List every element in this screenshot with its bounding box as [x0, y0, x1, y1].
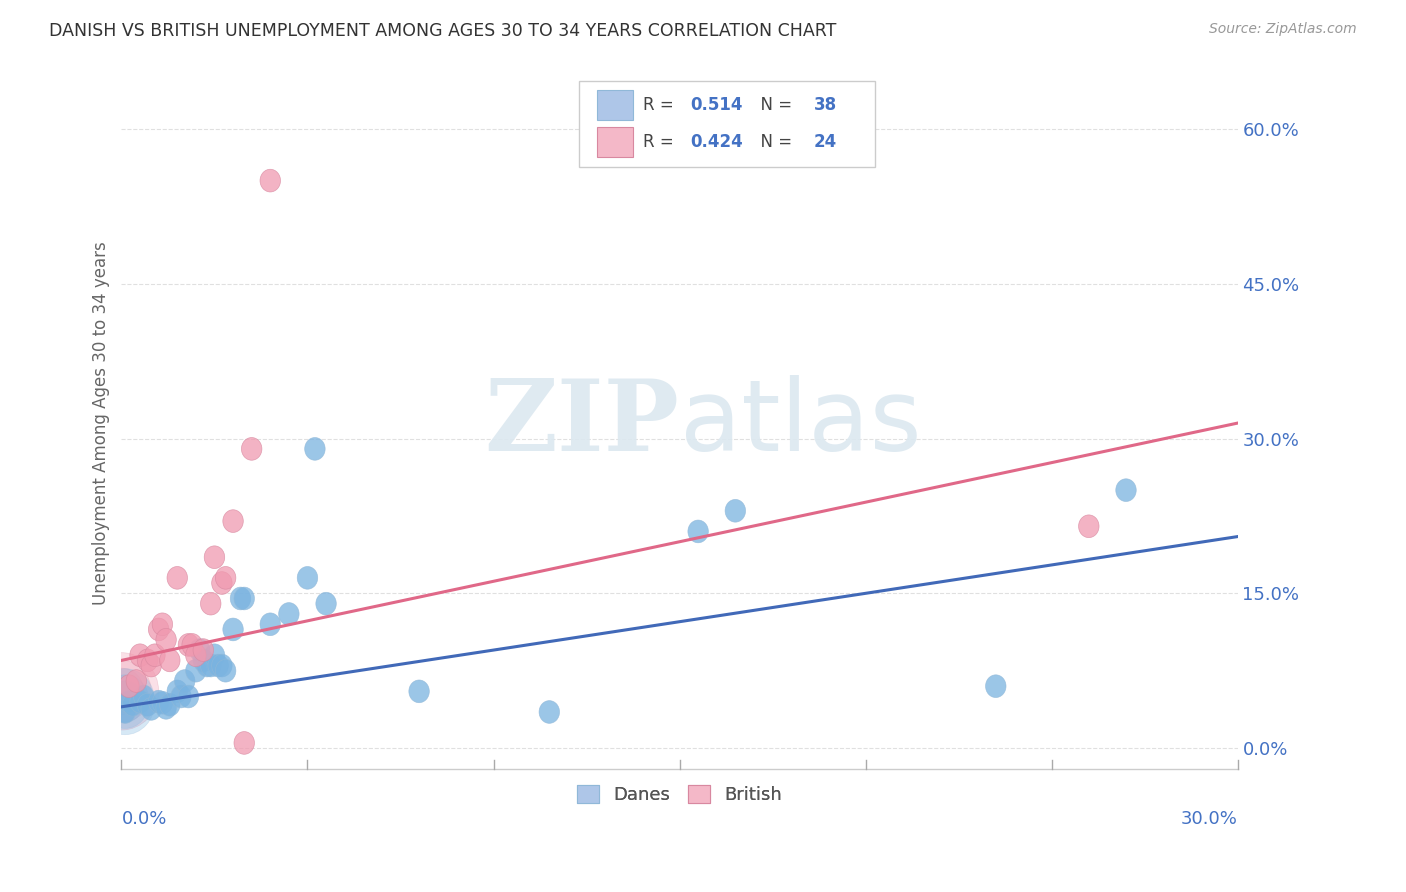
Ellipse shape [242, 438, 262, 460]
Text: 24: 24 [814, 133, 837, 151]
Ellipse shape [201, 654, 221, 677]
Text: ZIP: ZIP [485, 375, 679, 472]
Text: atlas: atlas [679, 375, 921, 472]
Ellipse shape [141, 698, 162, 720]
Ellipse shape [149, 618, 169, 640]
Ellipse shape [193, 639, 214, 662]
Ellipse shape [84, 653, 159, 730]
Ellipse shape [538, 700, 560, 723]
Text: R =: R = [643, 133, 679, 151]
Ellipse shape [190, 639, 209, 662]
Text: 38: 38 [814, 96, 837, 114]
Ellipse shape [260, 613, 281, 636]
FancyBboxPatch shape [579, 81, 875, 168]
Ellipse shape [215, 659, 236, 682]
Ellipse shape [409, 680, 429, 703]
Ellipse shape [201, 592, 221, 615]
Legend: Danes, British: Danes, British [569, 778, 789, 812]
Ellipse shape [222, 618, 243, 640]
Ellipse shape [145, 644, 165, 666]
Text: N =: N = [749, 96, 797, 114]
Ellipse shape [260, 169, 281, 192]
Ellipse shape [98, 668, 143, 714]
Ellipse shape [127, 670, 146, 692]
FancyBboxPatch shape [598, 127, 633, 157]
Ellipse shape [725, 500, 745, 522]
Ellipse shape [186, 644, 207, 666]
Ellipse shape [91, 660, 152, 723]
Ellipse shape [215, 566, 236, 590]
Ellipse shape [122, 693, 143, 716]
Y-axis label: Unemployment Among Ages 30 to 34 years: Unemployment Among Ages 30 to 34 years [93, 241, 110, 605]
Ellipse shape [156, 628, 176, 651]
Ellipse shape [167, 680, 187, 703]
Ellipse shape [129, 690, 150, 713]
Ellipse shape [193, 649, 214, 672]
Ellipse shape [141, 654, 162, 677]
Ellipse shape [149, 690, 169, 713]
Ellipse shape [138, 693, 157, 716]
Ellipse shape [118, 690, 139, 713]
Text: R =: R = [643, 96, 679, 114]
Ellipse shape [208, 654, 228, 677]
Ellipse shape [96, 669, 155, 735]
Ellipse shape [222, 509, 243, 533]
Ellipse shape [204, 546, 225, 568]
Ellipse shape [197, 654, 218, 677]
Ellipse shape [174, 670, 195, 692]
Ellipse shape [118, 675, 139, 698]
Ellipse shape [170, 685, 191, 708]
Ellipse shape [115, 700, 135, 723]
Text: 0.424: 0.424 [690, 133, 744, 151]
Ellipse shape [212, 572, 232, 594]
Text: 0.0%: 0.0% [121, 810, 167, 828]
Ellipse shape [152, 691, 173, 714]
Ellipse shape [179, 685, 198, 708]
Ellipse shape [233, 731, 254, 755]
Ellipse shape [204, 644, 225, 666]
Ellipse shape [986, 675, 1007, 698]
Ellipse shape [212, 654, 232, 677]
Ellipse shape [688, 520, 709, 542]
Ellipse shape [159, 693, 180, 716]
Text: N =: N = [749, 133, 797, 151]
Ellipse shape [179, 633, 198, 657]
FancyBboxPatch shape [598, 90, 633, 120]
Ellipse shape [134, 685, 155, 708]
Ellipse shape [167, 566, 187, 590]
Ellipse shape [152, 613, 173, 636]
Ellipse shape [159, 649, 180, 672]
Ellipse shape [233, 587, 254, 610]
Ellipse shape [156, 697, 176, 719]
Text: DANISH VS BRITISH UNEMPLOYMENT AMONG AGES 30 TO 34 YEARS CORRELATION CHART: DANISH VS BRITISH UNEMPLOYMENT AMONG AGE… [49, 22, 837, 40]
Text: Source: ZipAtlas.com: Source: ZipAtlas.com [1209, 22, 1357, 37]
Ellipse shape [297, 566, 318, 590]
Ellipse shape [186, 659, 207, 682]
Ellipse shape [231, 587, 250, 610]
Text: 0.514: 0.514 [690, 96, 744, 114]
Text: 30.0%: 30.0% [1181, 810, 1237, 828]
Ellipse shape [278, 603, 299, 625]
Ellipse shape [1078, 515, 1099, 538]
Ellipse shape [138, 649, 157, 672]
Ellipse shape [107, 681, 143, 723]
Ellipse shape [129, 644, 150, 666]
Ellipse shape [305, 438, 325, 460]
Ellipse shape [1116, 479, 1136, 501]
Ellipse shape [101, 675, 149, 729]
Ellipse shape [181, 633, 202, 657]
Ellipse shape [316, 592, 336, 615]
